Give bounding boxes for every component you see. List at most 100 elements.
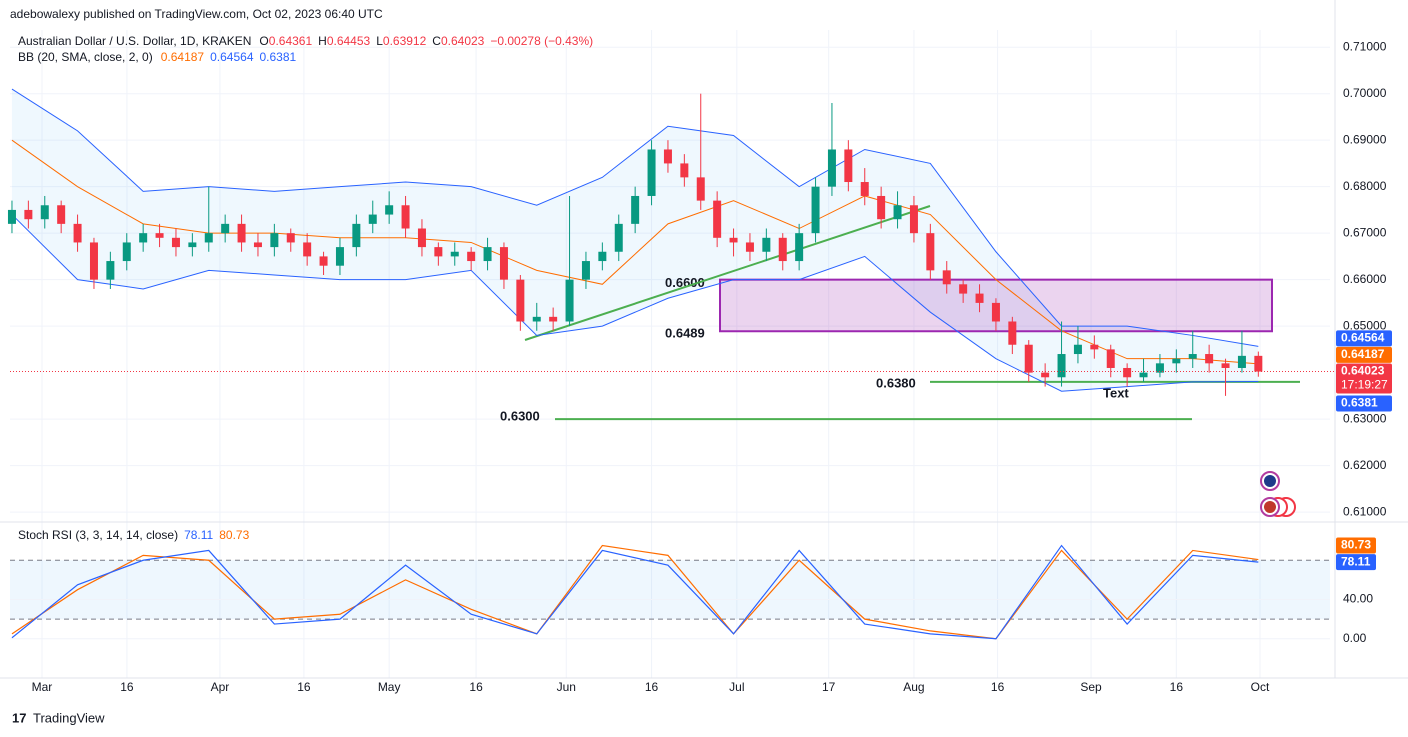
candle-body <box>1205 354 1214 364</box>
candle-body <box>1123 367 1132 378</box>
candle-body <box>942 270 951 285</box>
legend-key: H <box>318 34 327 48</box>
candle-body <box>893 205 902 220</box>
bb-name: BB (20, SMA, close, 2, 0) <box>18 50 153 64</box>
legend-symbol: Australian Dollar / U.S. Dollar, 1D, KRA… <box>18 34 593 48</box>
y-tick-label: 0.70000 <box>1343 86 1387 100</box>
candle-body <box>155 233 164 238</box>
candle-body <box>171 237 180 248</box>
candle-body <box>40 205 49 220</box>
flag <box>1264 475 1276 487</box>
stoch-name: Stoch RSI (3, 3, 14, 14, close) <box>18 528 178 542</box>
price-badge-label: 0.64564 <box>1341 331 1385 345</box>
legend-key: L <box>376 34 383 48</box>
candle-body <box>1237 355 1246 368</box>
candle-body <box>795 233 804 262</box>
candle-body <box>1221 363 1230 368</box>
candle-body <box>532 316 541 322</box>
candle-body <box>614 223 623 252</box>
trend-line <box>524 205 931 341</box>
x-tick-label: 16 <box>1170 680 1184 694</box>
candle-body <box>1041 372 1050 378</box>
x-tick-label: Mar <box>32 680 53 694</box>
candle-body <box>647 149 656 196</box>
legend-key: C <box>432 34 441 48</box>
candle-body <box>565 279 574 322</box>
y-tick-label: 40.00 <box>1343 592 1373 606</box>
candle-body <box>581 261 590 280</box>
candle-body <box>762 237 771 252</box>
candle-body <box>122 242 131 262</box>
candle-body <box>991 302 1000 322</box>
candle-body <box>1172 358 1181 364</box>
candle-body <box>57 205 66 224</box>
footer: TradingView <box>33 710 105 725</box>
candle-body <box>270 233 279 248</box>
header: adebowalexy published on TradingView.com… <box>10 7 383 21</box>
candle-body <box>1155 363 1164 373</box>
candle-body <box>745 242 754 252</box>
candle-body <box>926 233 935 271</box>
bb-val: 0.64187 <box>161 50 205 64</box>
y-tick-label: 0.68000 <box>1343 179 1387 193</box>
y-tick-label: 0.66000 <box>1343 272 1387 286</box>
x-tick-label: 16 <box>297 680 311 694</box>
candle-body <box>450 251 459 257</box>
y-tick-label: 0.63000 <box>1343 411 1387 425</box>
candle-body <box>1254 355 1263 372</box>
candle-body <box>959 284 968 294</box>
stoch-badge-label: 80.73 <box>1341 538 1371 552</box>
flag <box>1264 501 1276 513</box>
candle-body <box>483 247 492 262</box>
bb-middle <box>11 139 1259 365</box>
candle-body <box>253 242 262 248</box>
candle-body <box>1139 372 1148 378</box>
stoch-badge <box>1336 537 1376 554</box>
price-badge <box>1336 346 1392 363</box>
legend-change: −0.00278 (−0.43%) <box>490 34 593 48</box>
candle-body <box>1008 321 1017 345</box>
candle-body <box>24 209 33 220</box>
candle-body <box>975 293 984 303</box>
legend-value: 0.64023 <box>441 34 485 48</box>
price-badge <box>1336 395 1392 412</box>
y-tick-label: 0.71000 <box>1343 39 1387 53</box>
x-tick-label: 16 <box>469 680 483 694</box>
stoch-badge <box>1336 554 1376 571</box>
legend-value: 0.64453 <box>327 34 371 48</box>
y-tick-label: 0.67000 <box>1343 225 1387 239</box>
candle-body <box>598 251 607 262</box>
stoch-band <box>10 560 1330 620</box>
candle-body <box>434 247 443 257</box>
legend-bb: BB (20, SMA, close, 2, 0) 0.64187 0.64564 0… <box>18 50 297 64</box>
legend-key: O <box>259 34 268 48</box>
candle-body <box>1090 344 1099 350</box>
candle-body <box>1024 344 1033 373</box>
candle-body <box>417 228 426 248</box>
candle-body <box>729 237 738 243</box>
x-tick-label: Oct <box>1251 680 1270 694</box>
bb-val: 0.6381 <box>260 50 297 64</box>
footer-logo: 17 TradingView <box>12 710 105 725</box>
candle-body <box>467 251 476 262</box>
candle-body <box>188 242 197 248</box>
level-label: 0.6489 <box>665 326 705 341</box>
level-label: 0.6600 <box>665 275 705 290</box>
candle-body <box>713 200 722 238</box>
level-label: 0.6300 <box>500 409 540 424</box>
candle-body <box>696 177 705 201</box>
candle-body <box>631 195 640 224</box>
candle-body <box>499 247 508 280</box>
stoch-val: 80.73 <box>219 528 249 542</box>
candle-body <box>680 163 689 178</box>
y-tick-label: 0.65000 <box>1343 318 1387 332</box>
price-badge <box>1336 363 1392 394</box>
candle-body <box>352 223 361 248</box>
y-tick-label: 0.69000 <box>1343 132 1387 146</box>
candle-body <box>827 149 836 187</box>
price-badge <box>1336 330 1392 347</box>
candle-body <box>73 223 82 243</box>
candle-body <box>319 256 328 266</box>
candle-body <box>237 223 246 243</box>
x-tick-label: Apr <box>211 680 230 694</box>
